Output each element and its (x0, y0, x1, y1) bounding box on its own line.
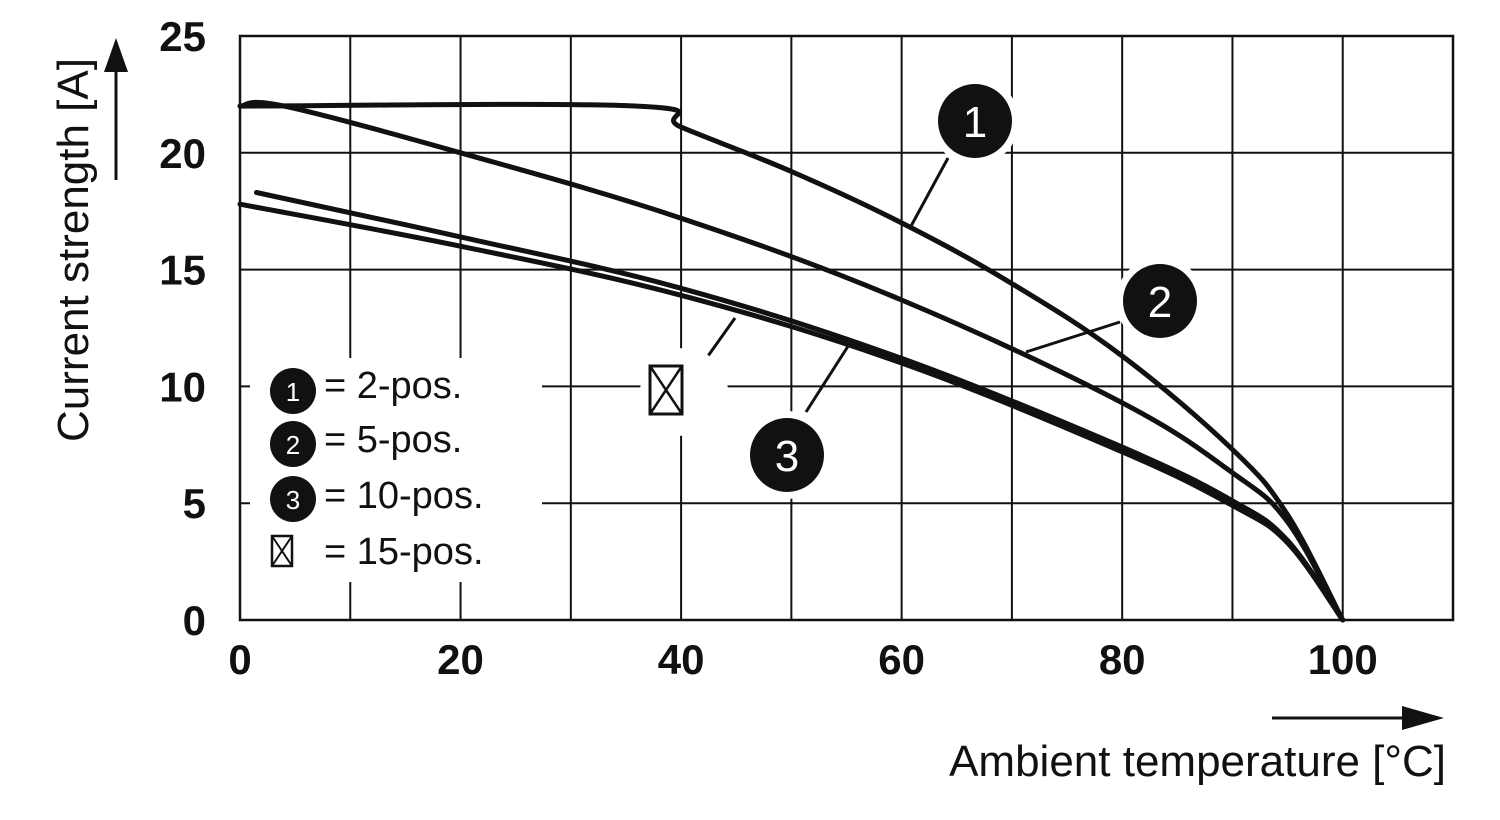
callout-badge-text-2: 2 (1148, 278, 1172, 327)
legend-badge-2 (270, 421, 316, 467)
callout-leader-2 (1025, 320, 1121, 354)
y-tick-label: 10 (159, 363, 206, 410)
legend-item-15-pos: = 15-pos. (270, 531, 484, 573)
legend-badge-1 (270, 368, 316, 414)
series-callouts: 1 2 3 (640, 77, 1204, 499)
x-tick-label: 60 (878, 636, 925, 683)
x-tick-label: 20 (437, 636, 484, 683)
callout-leader-15-pos (706, 317, 737, 357)
y-tick-label: 15 (159, 247, 206, 294)
legend-item-5-pos: 2 = 5-pos. (270, 419, 462, 467)
legend-label-5-pos: = 5-pos. (324, 419, 462, 461)
tick-labels: 0 20 40 60 80 100 0 5 10 15 20 25 (159, 13, 1377, 683)
legend-label-2-pos: = 2-pos. (324, 365, 462, 407)
crossed-box-diagonal (648, 365, 684, 415)
x-tick-label: 80 (1099, 636, 1146, 683)
callout-halo-15-pos (640, 348, 728, 436)
x-axis-arrow-head (1402, 706, 1444, 730)
series-line-5-pos (237, 99, 1346, 623)
series-line-10-pos (254, 190, 1346, 623)
callout-badge-3 (750, 418, 824, 492)
y-axis-title-group: Current strength [A] (49, 38, 128, 442)
grid (238, 34, 1455, 622)
callout-leader-3 (804, 339, 854, 413)
crossed-box-icon (270, 534, 294, 568)
crossed-box-icon (648, 364, 684, 416)
legend-badge-1-text: 1 (286, 377, 300, 407)
x-tick-label: 100 (1308, 636, 1378, 683)
legend-badge-3-text: 3 (286, 485, 300, 515)
x-axis-title-group: Ambient temperature [°C] (949, 706, 1446, 786)
legend-label-15-pos: = 15-pos. (324, 531, 484, 573)
series-line-2-pos (237, 101, 1346, 623)
y-axis-title: Current strength [A] (49, 58, 98, 442)
x-tick-label: 40 (658, 636, 705, 683)
y-tick-label: 0 (183, 597, 206, 644)
series-line-15-pos (237, 201, 1346, 623)
legend-label-10-pos: = 10-pos. (324, 475, 484, 517)
legend-item-10-pos: 3 = 10-pos. (270, 475, 484, 522)
callout-badge-text-3: 3 (775, 432, 799, 481)
legend-item-2-pos: 1 = 2-pos. (270, 365, 462, 414)
series-lines (237, 99, 1346, 623)
legend-badge-2-text: 2 (286, 430, 300, 460)
legend: 1 = 2-pos. 2 = 5-pos. 3 = 10-pos. = 15-p… (250, 358, 542, 582)
crossed-box-frame (648, 364, 684, 416)
callout-badge-2 (1123, 264, 1197, 338)
y-tick-label: 25 (159, 13, 206, 60)
callout-badge-1 (938, 84, 1012, 158)
x-axis-title: Ambient temperature [°C] (949, 737, 1446, 786)
y-axis-arrow-head (104, 38, 128, 72)
callout-badge-text-1: 1 (963, 98, 987, 147)
callout-leader-1 (908, 157, 950, 229)
plot-frame (238, 34, 1455, 622)
y-tick-label: 5 (183, 480, 206, 527)
legend-badge-3 (270, 476, 316, 522)
x-tick-label: 0 (228, 636, 251, 683)
y-tick-label: 20 (159, 130, 206, 177)
